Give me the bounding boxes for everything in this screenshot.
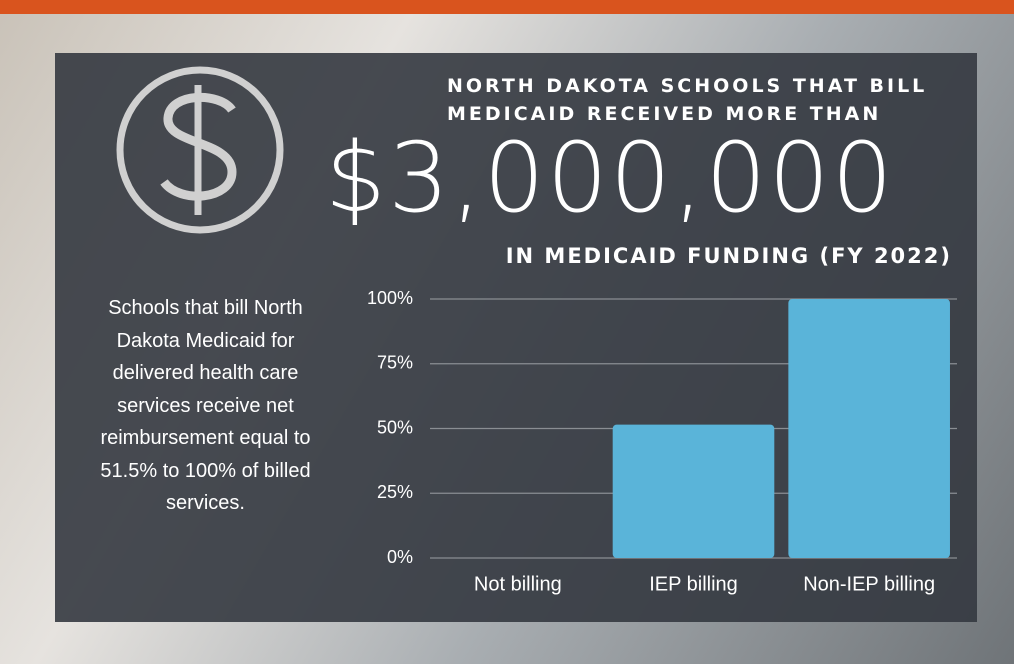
headline-figure: $3,000,000 (325, 122, 945, 234)
annotation: Schools that bill North Dakota Medicaid … (78, 292, 333, 520)
bar (613, 425, 775, 558)
x-tick-label: IEP billing (649, 573, 738, 595)
y-tick-label: 75% (377, 353, 413, 373)
y-tick-label: 100% (367, 288, 413, 308)
bar (788, 299, 950, 558)
title: NORTH DAKOTA SCHOOLS THAT BILL MEDICAID … (447, 72, 957, 128)
y-tick-label: 0% (387, 547, 413, 567)
x-tick-label: Non-IEP billing (803, 573, 935, 595)
y-tick-label: 25% (377, 482, 413, 502)
x-tick-label: Not billing (474, 573, 562, 595)
dollar-icon (120, 70, 280, 230)
y-tick-label: 50% (377, 417, 413, 437)
infographic: 0% 25% 50% 75% 100% Not billing IEP billing Non… (0, 0, 1014, 664)
subtitle: IN MEDICAID FUNDING (FY 2022) (440, 244, 952, 268)
